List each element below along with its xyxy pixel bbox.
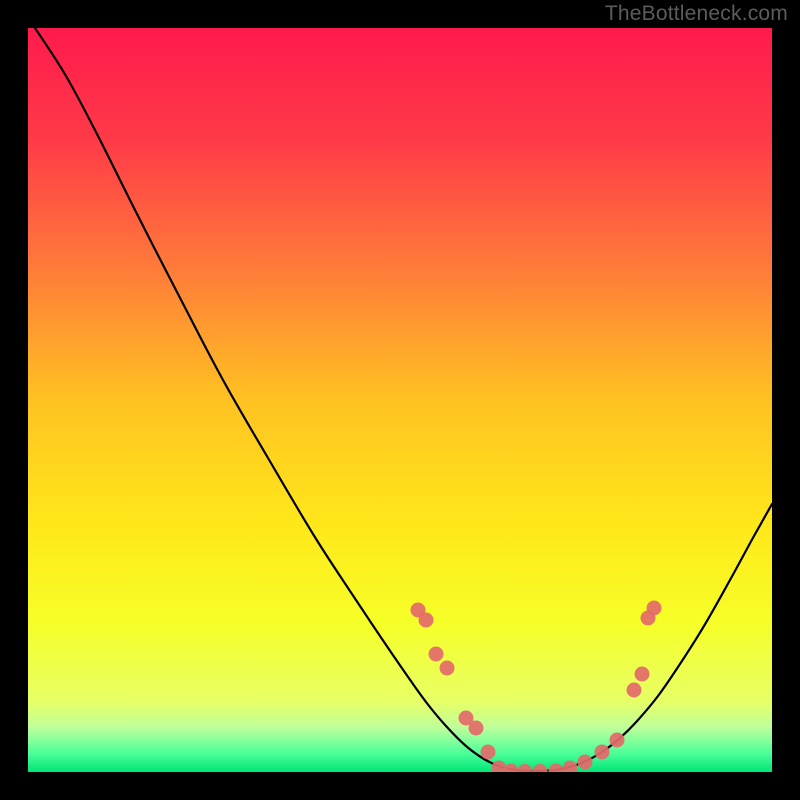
chart-frame: TheBottleneck.com	[0, 0, 800, 800]
curve-marker	[481, 745, 496, 760]
curve-marker	[647, 601, 662, 616]
curve-marker	[635, 667, 650, 682]
curve-marker	[595, 745, 610, 760]
curve-marker	[419, 613, 434, 628]
chart-svg	[28, 28, 772, 772]
curve-marker	[469, 721, 484, 736]
curve-marker	[578, 755, 593, 770]
plot-area	[28, 28, 772, 772]
curve-marker	[610, 733, 625, 748]
curve-marker	[429, 647, 444, 662]
curve-marker	[627, 683, 642, 698]
curve-marker	[440, 661, 455, 676]
attribution-text: TheBottleneck.com	[605, 2, 788, 26]
gradient-background	[28, 28, 772, 772]
